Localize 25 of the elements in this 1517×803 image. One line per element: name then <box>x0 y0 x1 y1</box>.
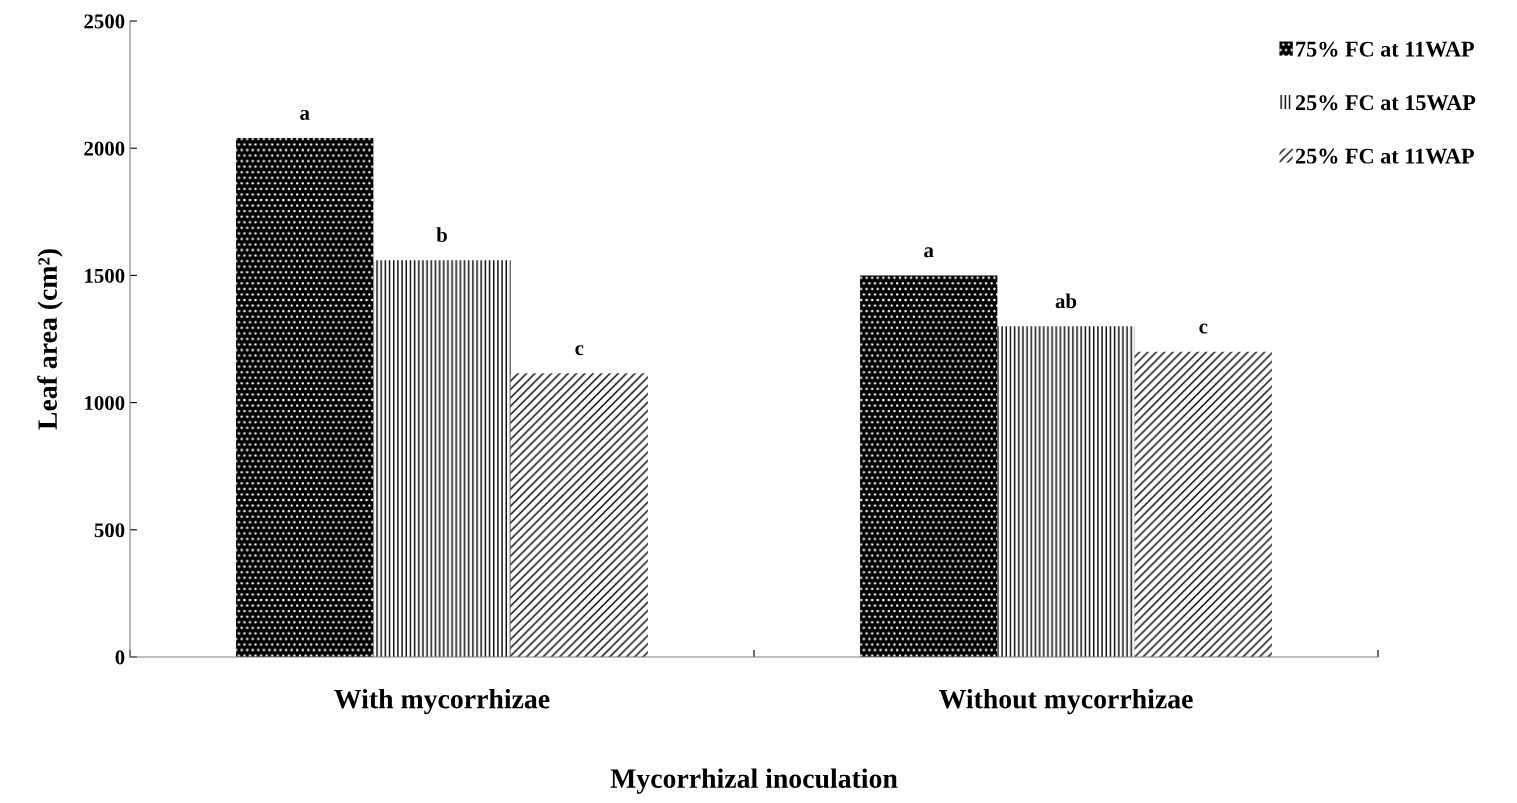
bar <box>997 326 1135 657</box>
data-label: c <box>575 345 584 356</box>
data-label: a <box>300 109 310 120</box>
x-axis-title: Mycorrhizal inoculation <box>610 768 898 794</box>
data-label: b <box>436 227 447 243</box>
legend-label: 75% FC at 11WAP <box>1296 41 1474 57</box>
y-tick-label: 500 <box>94 523 125 538</box>
legend-label: 25% FC at 11WAP <box>1295 148 1474 164</box>
bar <box>860 275 998 657</box>
data-label: ab <box>1055 293 1077 309</box>
data-label: c <box>1199 323 1208 334</box>
y-tick-label: 1000 <box>85 395 125 411</box>
bar <box>373 260 511 657</box>
bar <box>1134 351 1272 657</box>
bar <box>510 373 648 657</box>
x-tick-label: Without mycorrhizae <box>938 688 1193 715</box>
y-tick-label: 1500 <box>85 268 125 283</box>
data-label: a <box>924 247 934 258</box>
legend-label: 25% FC at 15WAP <box>1295 95 1476 111</box>
y-tick-label: 0 <box>115 650 125 665</box>
y-tick-label: 2000 <box>84 141 125 156</box>
bar <box>236 138 374 657</box>
x-tick-label: With mycorrhizae <box>334 688 550 715</box>
y-tick-label: 2500 <box>84 14 125 29</box>
y-axis-title: Leaf area (cm²) <box>37 249 63 430</box>
